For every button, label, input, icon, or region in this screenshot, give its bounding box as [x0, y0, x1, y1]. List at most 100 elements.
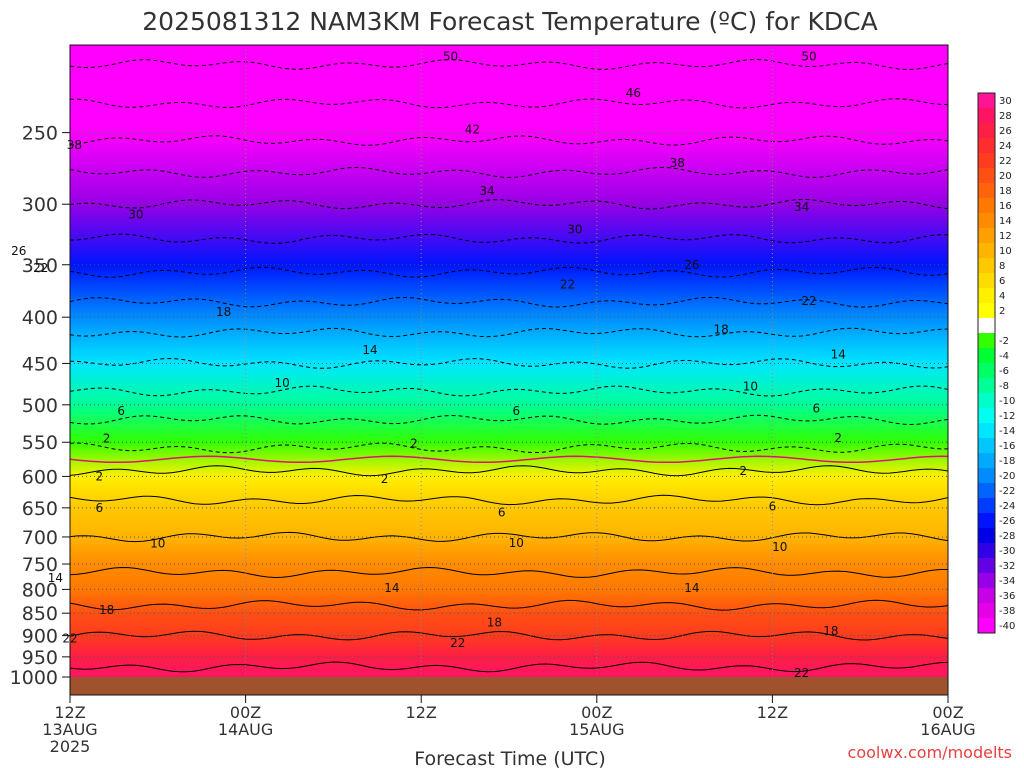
colorbar-label: 28: [999, 111, 1012, 122]
temperature-field: [70, 45, 948, 677]
colorbar-swatch: [978, 363, 995, 378]
contour-label: 10: [772, 540, 787, 554]
colorbar-label: 6: [999, 276, 1005, 287]
contour-line: [70, 465, 948, 477]
colorbar-swatch: [978, 468, 995, 483]
contour-label: 26: [11, 244, 26, 258]
x-tick-label: 2025: [50, 737, 91, 756]
colorbar-swatch: [978, 258, 995, 273]
colorbar-label: 30: [999, 96, 1012, 107]
colorbar-swatch: [978, 603, 995, 618]
colorbar-label: -34: [999, 576, 1015, 587]
colorbar-label: 4: [999, 291, 1005, 302]
contour-label: 2: [381, 472, 389, 486]
colorbar-swatch: [978, 153, 995, 168]
colorbar-label: -36: [999, 591, 1015, 602]
colorbar-swatch: [978, 288, 995, 303]
colorbar-label: -30: [999, 546, 1015, 557]
colorbar-swatch: [978, 108, 995, 123]
contour-label: 22: [450, 636, 465, 650]
y-axis-labels: 2503003504004505005506006507007508008509…: [10, 123, 70, 689]
y-tick-label: 300: [22, 194, 58, 216]
y-tick-label: 800: [22, 579, 58, 601]
colorbar-label: -16: [999, 441, 1015, 452]
plot-frame: [69, 44, 949, 696]
contour-line: [70, 58, 948, 70]
chart-title: 2025081312 NAM3KM Forecast Temperature (…: [142, 7, 877, 36]
y-tick-label: 450: [22, 353, 58, 375]
x-tick-label: 12Z: [406, 703, 437, 722]
colorbar-label: 16: [999, 201, 1012, 212]
contour-label: 30: [567, 223, 582, 237]
y-tick-label: 500: [22, 395, 58, 417]
contour-label: 22: [794, 666, 809, 680]
colorbar-label: -24: [999, 501, 1015, 512]
y-tick-label: 650: [22, 498, 58, 520]
x-tick-label: 13AUG: [42, 720, 97, 739]
colorbar-label: -38: [999, 606, 1015, 617]
contour-label: 14: [831, 348, 846, 362]
contour-label: 10: [275, 376, 290, 390]
colorbar-label: 14: [999, 216, 1012, 227]
contour-label: 2: [410, 437, 418, 451]
y-tick-label: 950: [22, 647, 58, 669]
colorbar-label: -8: [999, 381, 1009, 392]
contour-line: [70, 296, 948, 308]
contour-label: 18: [823, 624, 838, 638]
contour-label: 22: [560, 277, 575, 291]
colorbar-label: -14: [999, 426, 1015, 437]
contour-line: [70, 166, 948, 178]
contour-label: 26: [684, 258, 699, 272]
colorbar-label: -4: [999, 351, 1009, 362]
colorbar-swatch: [978, 453, 995, 468]
colorbar-label: -40: [999, 621, 1015, 632]
contour-line: [70, 566, 948, 579]
colorbar-label: -28: [999, 531, 1015, 542]
colorbar-swatch: [978, 573, 995, 588]
colorbar-label: -10: [999, 396, 1015, 407]
x-tick-label: 12Z: [54, 703, 85, 722]
ground: [70, 677, 948, 695]
contour-label: 6: [117, 404, 125, 418]
colorbar-swatch: [978, 228, 995, 243]
contour-label: 18: [99, 603, 114, 617]
colorbar-swatch: [978, 498, 995, 513]
y-tick-label: 1000: [10, 667, 58, 689]
colorbar-label: -12: [999, 411, 1015, 422]
x-tick-label: 15AUG: [569, 720, 624, 739]
colorbar-label: -32: [999, 561, 1015, 572]
colorbar-frame: [977, 92, 996, 634]
colorbar-swatch: [978, 528, 995, 543]
x-tick-label: 00Z: [932, 703, 963, 722]
colorbar-swatch: [978, 318, 995, 333]
contour-line: [70, 357, 948, 369]
x-tick-label: 00Z: [581, 703, 612, 722]
colorbar-label: -2: [999, 336, 1009, 347]
contour-labels: 5050464238383434303026262222221818181414…: [11, 50, 846, 680]
contour-label: 34: [479, 184, 494, 198]
x-tick-label: 14AUG: [218, 720, 273, 739]
contour-line: [70, 266, 948, 278]
contour-label: 22: [801, 294, 816, 308]
freezing-line: [70, 455, 948, 464]
contour-lines: [70, 58, 948, 673]
contour-line: [70, 135, 948, 146]
y-tick-label: 750: [22, 554, 58, 576]
colorbar-label: 10: [999, 246, 1012, 257]
contour-line: [70, 630, 948, 641]
x-tick-label: 12Z: [757, 703, 788, 722]
colorbar-swatch: [978, 408, 995, 423]
y-tick-label: 600: [22, 466, 58, 488]
y-tick-label: 250: [22, 123, 58, 145]
contour-label: 34: [794, 200, 809, 214]
contour-label: 2: [739, 464, 747, 478]
contour-label: 10: [150, 537, 165, 551]
colorbar-swatch: [978, 168, 995, 183]
contour-line: [70, 233, 948, 244]
contour-label: 18: [487, 615, 502, 629]
colorbar-label: 22: [999, 156, 1012, 167]
colorbar-swatch: [978, 213, 995, 228]
credit-link[interactable]: coolwx.com/modelts: [848, 743, 1012, 762]
contour-label: 2: [95, 469, 103, 483]
colorbar-swatch: [978, 333, 995, 348]
